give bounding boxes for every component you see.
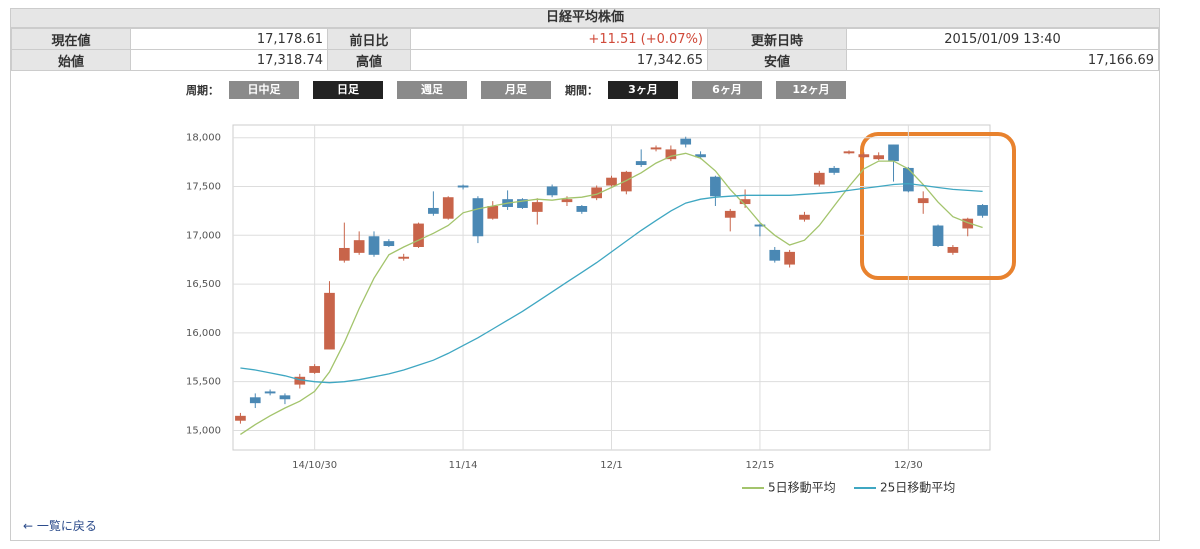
- y-tick-label: 16,500: [186, 279, 221, 290]
- candle-body: [813, 172, 825, 185]
- period-button[interactable]: 週足: [397, 81, 467, 99]
- x-tick-label: 12/15: [746, 460, 775, 471]
- candle-body: [324, 292, 335, 350]
- period-button[interactable]: 月足: [481, 81, 551, 99]
- candle-body: [799, 214, 810, 220]
- value-cell: 2015/01/09 13:40: [846, 28, 1159, 50]
- candle-body: [695, 154, 706, 158]
- candle-body: [235, 415, 246, 421]
- candle-body: [710, 176, 721, 197]
- label-cell: 現在値: [11, 28, 131, 50]
- range-button[interactable]: 6ヶ月: [692, 81, 762, 99]
- candle-body: [724, 210, 736, 218]
- quote-row: 始値 17,318.74 高値 17,342.65 安値 17,166.69: [11, 49, 1159, 71]
- candle-body: [338, 247, 350, 261]
- label-cell: 更新日時: [707, 28, 847, 50]
- quote-row: 現在値 17,178.61 前日比 +11.51 (+0.07%) 更新日時 2…: [11, 28, 1159, 50]
- candle-body: [264, 391, 276, 394]
- period-button[interactable]: 日中足: [229, 81, 299, 99]
- highlight-box: [860, 132, 1016, 280]
- quote-table: 現在値 17,178.61 前日比 +11.51 (+0.07%) 更新日時 2…: [11, 28, 1159, 71]
- period-button[interactable]: 日足: [313, 81, 383, 99]
- candle-body: [472, 198, 484, 237]
- label-cell: 高値: [327, 49, 411, 71]
- range-label: 期間：: [565, 84, 598, 97]
- x-tick-label: 12/1: [600, 460, 622, 471]
- back-link[interactable]: ← 一覧に戻る: [23, 519, 97, 533]
- y-tick-label: 16,000: [186, 328, 221, 339]
- candle-body: [457, 185, 469, 188]
- candle-body: [873, 155, 885, 160]
- value-cell: 17,342.65: [410, 49, 708, 71]
- candle-body: [888, 144, 899, 162]
- candle-body: [383, 241, 395, 247]
- candle-body: [947, 246, 959, 253]
- ma-line: [240, 182, 983, 384]
- period-label: 周期：: [186, 84, 219, 97]
- candle-body: [413, 223, 424, 247]
- range-button[interactable]: 3ヶ月: [608, 81, 678, 99]
- candle-body: [903, 167, 914, 192]
- candle-body: [754, 224, 766, 227]
- candle-body: [353, 240, 365, 253]
- legend-label: 5日移動平均: [768, 481, 836, 495]
- candle-body: [843, 151, 855, 154]
- y-tick-label: 17,000: [186, 230, 221, 241]
- range-button[interactable]: 12ヶ月: [776, 81, 846, 99]
- candle-body: [769, 249, 781, 261]
- candle-body: [977, 205, 988, 216]
- label-cell: 安値: [707, 49, 847, 71]
- candle-body: [398, 256, 410, 259]
- value-cell: 17,166.69: [846, 49, 1159, 71]
- candle-body: [665, 149, 677, 160]
- x-tick-label: 12/30: [894, 460, 923, 471]
- legend-label: 25日移動平均: [880, 481, 955, 495]
- y-tick-label: 15,500: [186, 377, 221, 388]
- candle-body: [531, 202, 543, 212]
- y-tick-label: 18,000: [186, 133, 221, 144]
- candle-body: [680, 138, 692, 145]
- candle-body: [962, 218, 974, 229]
- candle-body: [917, 198, 929, 204]
- panel-title: 日経平均株価: [11, 9, 1159, 28]
- candle-body: [428, 207, 439, 214]
- candle-body: [487, 206, 499, 219]
- candle-body: [650, 147, 662, 150]
- candle-body: [561, 199, 573, 203]
- label-cell: 前日比: [327, 28, 411, 50]
- y-tick-label: 15,000: [186, 425, 221, 436]
- y-tick-label: 17,500: [186, 181, 221, 192]
- candle-body: [828, 167, 840, 173]
- candle-body: [309, 366, 320, 373]
- candle-body: [294, 376, 306, 385]
- candle-body: [784, 251, 795, 265]
- candle-body: [858, 154, 870, 158]
- candle-body: [591, 187, 603, 199]
- candle-body: [546, 186, 558, 196]
- candle-body: [368, 236, 380, 255]
- controls: 周期： 日中足 日足 週足 月足 期間： 3ヶ月 6ヶ月 12ヶ月: [186, 81, 852, 99]
- x-tick-label: 14/10/30: [292, 460, 337, 471]
- x-tick-label: 11/14: [449, 460, 478, 471]
- candle-body: [442, 197, 454, 219]
- candle-body: [739, 199, 751, 205]
- candle-body: [606, 177, 617, 186]
- candle-body: [635, 161, 647, 166]
- candle-body: [576, 206, 588, 212]
- candle-body: [279, 395, 291, 400]
- candle-body: [517, 199, 528, 208]
- ma-line: [240, 152, 983, 435]
- label-cell: 始値: [11, 49, 131, 71]
- candle-body: [620, 171, 632, 192]
- panel: 日経平均株価 現在値 17,178.61 前日比 +11.51 (+0.07%)…: [10, 8, 1160, 541]
- candle-body: [932, 225, 944, 247]
- candle-body: [249, 397, 261, 404]
